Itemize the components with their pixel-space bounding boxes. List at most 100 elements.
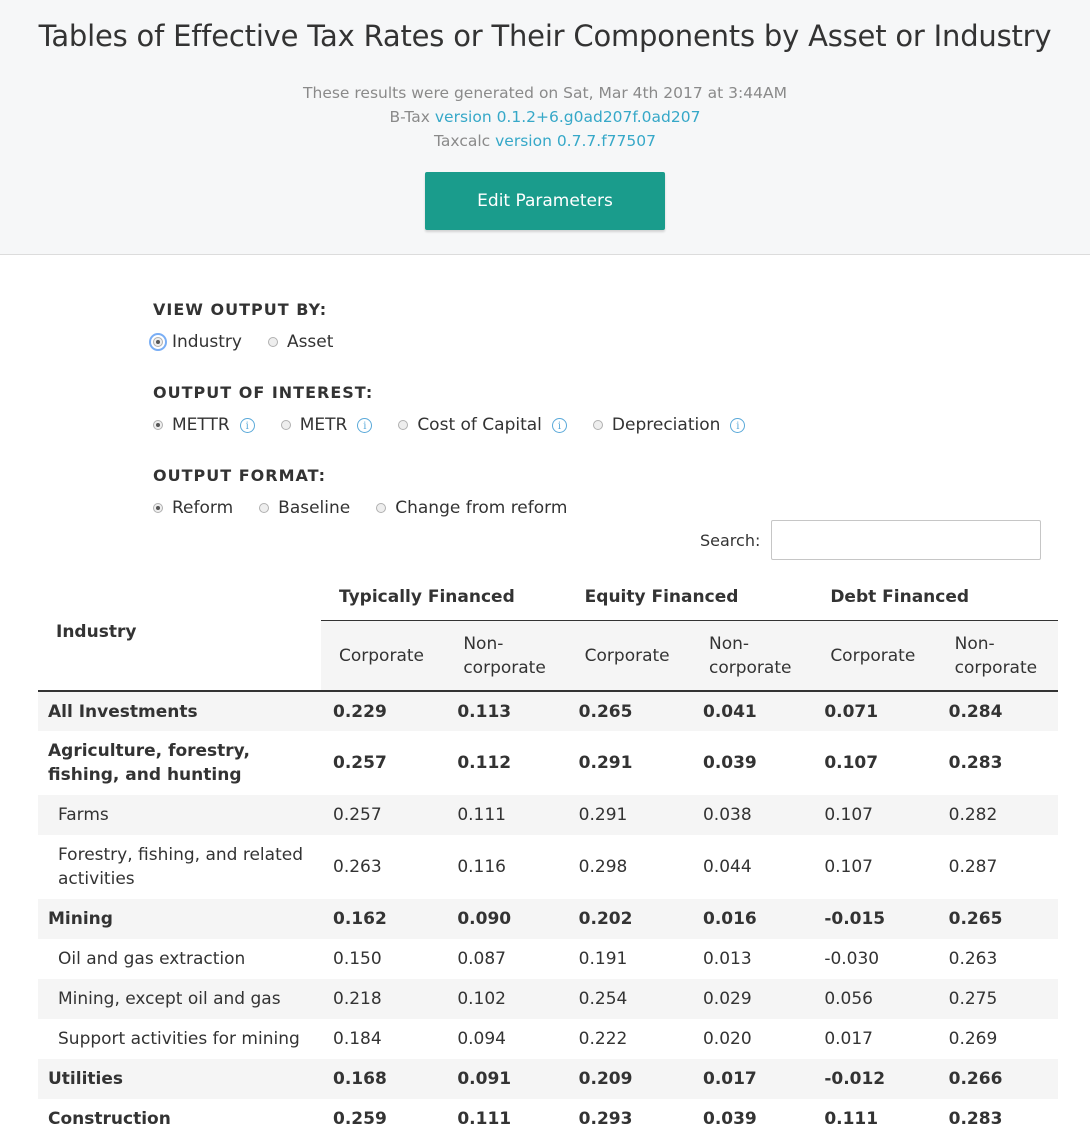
value-cell: 0.039 [690, 731, 813, 795]
value-cell: 0.291 [566, 731, 691, 795]
interest-option-label: Depreciation [611, 415, 721, 435]
value-cell: 0.087 [445, 939, 567, 979]
taxcalc-version-line: Taxcalc version 0.7.7.f77507 [0, 129, 1090, 153]
radio-reform[interactable] [153, 503, 163, 513]
industry-name-cell: Mining, except oil and gas [38, 979, 321, 1019]
table-row: Mining, except oil and gas 0.218 0.102 0.25… [38, 979, 1058, 1019]
table-row: Construction 0.259 0.111 0.293 0.039 0.111 0.2… [38, 1099, 1058, 1139]
industry-name-cell: Support activities for mining [38, 1019, 321, 1059]
view-option-label: Asset [286, 332, 334, 352]
edit-parameters-button[interactable]: Edit Parameters [425, 172, 665, 230]
output-interest-label: OUTPUT OF INTEREST: [153, 383, 374, 402]
value-cell: 0.091 [445, 1059, 567, 1099]
value-cell: 0.209 [566, 1059, 691, 1099]
value-cell: 0.094 [445, 1019, 567, 1059]
output-interest-options: METTR i METR i Cost of Capital i Depreci… [153, 410, 1053, 440]
column-header-corporate[interactable]: Corporate [321, 620, 446, 692]
column-header-corporate[interactable]: Corporate [812, 620, 937, 692]
industry-name-cell: Farms [38, 795, 321, 835]
format-option-reform[interactable]: Reform [153, 498, 233, 518]
value-cell: 0.282 [936, 795, 1058, 835]
value-cell: 0.184 [321, 1019, 446, 1059]
value-cell: 0.259 [321, 1099, 446, 1139]
interest-option-label: METTR [172, 415, 230, 435]
btax-version-link[interactable]: version 0.1.2+6.g0ad207f.0ad207 [434, 108, 701, 126]
value-cell: 0.254 [566, 979, 691, 1019]
column-header-noncorporate[interactable]: Non-corporate [690, 620, 813, 692]
output-controls: VIEW OUTPUT BY: Industry Asset OUTPUT OF… [149, 300, 1053, 549]
radio-metr[interactable] [280, 420, 291, 430]
value-cell: 0.257 [321, 731, 446, 795]
taxcalc-version-link[interactable]: version 0.7.7.f77507 [495, 132, 656, 150]
value-cell: 0.266 [936, 1059, 1058, 1099]
column-header-noncorporate[interactable]: Non-corporate [445, 620, 567, 692]
view-option-industry[interactable]: Industry [149, 332, 242, 352]
value-cell: 0.013 [690, 939, 813, 979]
column-header-corporate[interactable]: Corporate [566, 620, 691, 692]
value-cell: -0.015 [812, 899, 937, 939]
value-cell: 0.111 [445, 1099, 567, 1139]
radio-mettr[interactable] [153, 420, 163, 430]
interest-option-label: METR [299, 415, 348, 435]
format-option-change[interactable]: Change from reform [376, 498, 567, 518]
value-cell: 0.041 [690, 691, 813, 731]
radio-industry[interactable] [149, 333, 167, 351]
table-row: Mining 0.162 0.090 0.202 0.016 -0.015 0.265 [38, 899, 1058, 939]
value-cell: 0.257 [321, 795, 446, 835]
view-option-label: Industry [172, 332, 242, 352]
value-cell: 0.038 [690, 795, 813, 835]
value-cell: 0.191 [566, 939, 691, 979]
table-row: Oil and gas extraction 0.150 0.087 0.191 0.0… [38, 939, 1058, 979]
radio-asset[interactable] [267, 337, 278, 347]
results-table: Industry Typically Financed Equity Finan… [38, 574, 1058, 1139]
btax-version-line: B-Tax version 0.1.2+6.g0ad207f.0ad207 [0, 105, 1090, 129]
radio-change-from-reform[interactable] [376, 503, 387, 513]
format-option-label: Reform [172, 498, 234, 518]
value-cell: 0.116 [445, 835, 567, 899]
value-cell: -0.012 [812, 1059, 937, 1099]
industry-name-cell: Forestry, fishing, and related activitie… [38, 835, 321, 899]
group-header-equity-financed: Equity Financed [566, 574, 813, 621]
radio-cost-of-capital[interactable] [398, 420, 409, 430]
interest-option-metr[interactable]: METR i [280, 415, 373, 435]
table-row: Utilities 0.168 0.091 0.209 0.017 -0.012 0.266 [38, 1059, 1058, 1099]
format-option-label: Change from reform [395, 498, 568, 518]
value-cell: 0.150 [321, 939, 446, 979]
btax-label: B-Tax [389, 108, 430, 126]
value-cell: 0.218 [321, 979, 446, 1019]
info-icon[interactable]: i [239, 417, 255, 433]
value-cell: 0.202 [566, 899, 691, 939]
value-cell: 0.071 [812, 691, 937, 731]
info-icon[interactable]: i [551, 417, 567, 433]
format-option-baseline[interactable]: Baseline [259, 498, 350, 518]
value-cell: 0.020 [690, 1019, 813, 1059]
value-cell: 0.291 [566, 795, 691, 835]
value-cell: 0.283 [936, 731, 1058, 795]
interest-option-cost-of-capital[interactable]: Cost of Capital i [398, 415, 567, 435]
info-icon[interactable]: i [730, 417, 746, 433]
value-cell: 0.284 [936, 691, 1058, 731]
value-cell: 0.111 [445, 795, 567, 835]
radio-depreciation[interactable] [592, 420, 603, 430]
interest-option-label: Cost of Capital [417, 415, 542, 435]
value-cell: 0.016 [690, 899, 813, 939]
value-cell: 0.265 [936, 899, 1058, 939]
view-option-asset[interactable]: Asset [267, 332, 334, 352]
group-header-debt-financed: Debt Financed [812, 574, 1058, 621]
generation-info: These results were generated on Sat, Mar… [0, 81, 1090, 153]
search-input[interactable] [771, 520, 1042, 560]
value-cell: 0.229 [321, 691, 446, 731]
column-header-noncorporate[interactable]: Non-corporate [936, 620, 1058, 692]
value-cell: 0.017 [812, 1019, 937, 1059]
radio-baseline[interactable] [259, 503, 270, 513]
value-cell: 0.293 [566, 1099, 691, 1139]
interest-option-mettr[interactable]: METTR i [153, 415, 255, 435]
search-label: Search: [700, 530, 761, 550]
table-subheader: Corporate Non-corporate Corporate Non-co… [38, 620, 1058, 692]
interest-option-depreciation[interactable]: Depreciation i [592, 415, 746, 435]
column-header-industry[interactable]: Industry [38, 574, 321, 692]
value-cell: 0.265 [566, 691, 691, 731]
table-body: All Investments 0.229 0.113 0.265 0.041 0.071… [38, 691, 1058, 1139]
taxcalc-label: Taxcalc [434, 132, 491, 150]
info-icon[interactable]: i [357, 417, 373, 433]
